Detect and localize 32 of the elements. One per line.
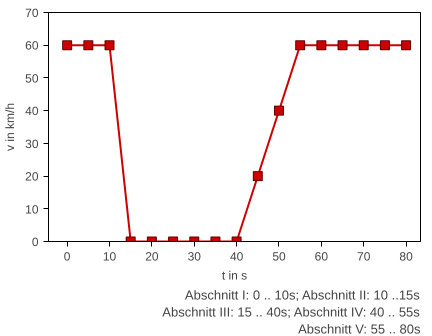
x-tick-label: 40 [230,250,244,264]
point [295,40,306,50]
x-tick-label: 50 [272,250,286,264]
x-tick-label: 80 [399,250,414,264]
point [338,40,348,50]
y-tick-label: 50 [25,71,39,86]
x-tick-label: 0 [64,250,71,264]
y-tick-label: 10 [25,202,39,216]
x-tick-label: 20 [145,250,159,264]
point [104,40,115,50]
point [274,106,284,116]
text: Abschnitt III: 15 .. 40s; Abschnitt IV: 40 .. 55s [162,304,420,320]
point [316,40,326,50]
x-tick-label: 60 [314,250,328,264]
text: Abschnitt V: 55 .. 80s [298,322,421,336]
x-tick-label: 10 [102,250,117,264]
point [83,40,94,50]
x-tick-label: 30 [188,250,202,264]
point [380,40,390,50]
y-tick-label: 70 [25,6,39,20]
x-axis-title: t in s [222,268,248,282]
point [401,40,412,50]
y-axis-title: v in km/h [3,102,18,152]
y-tick-label: 40 [25,104,39,118]
point [62,40,72,50]
y-tick-label: 30 [25,136,39,151]
text: Abschnitt I: 0 .. 10s; Abschnitt II: 10 ..15s [184,288,420,302]
point [358,40,369,50]
y-tick-label: 0 [32,235,39,249]
y-tick-label: 20 [25,170,39,184]
x-tick-label: 70 [357,250,371,264]
y-tick-label: 60 [25,38,39,53]
